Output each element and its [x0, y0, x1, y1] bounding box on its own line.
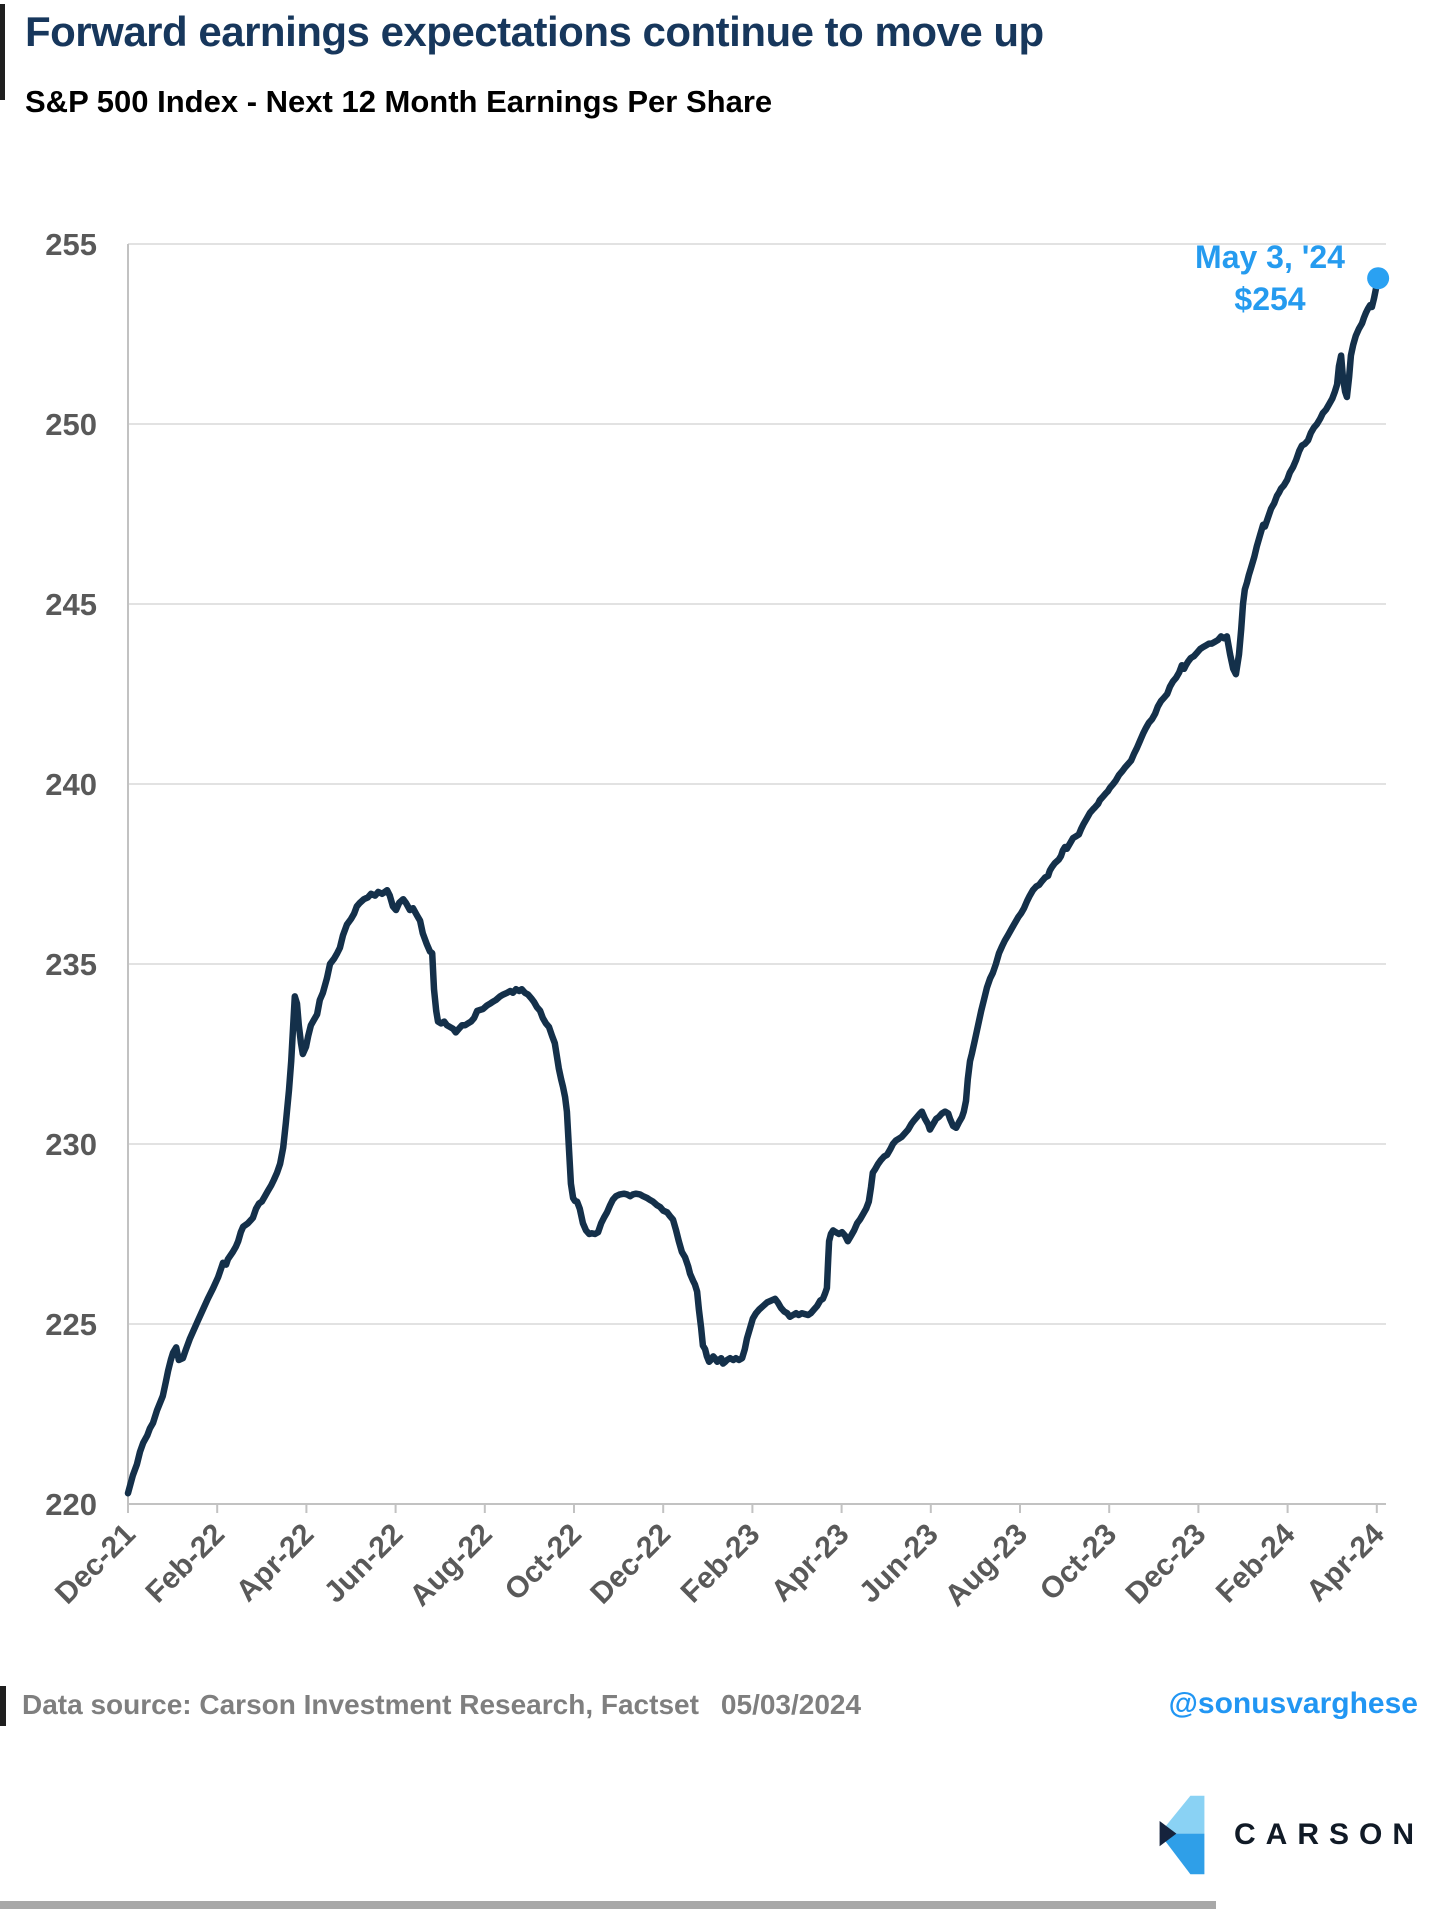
carson-logo-text: CARSON [1233, 1818, 1424, 1851]
x-tick-label-Oct-23: Oct-23 [1034, 1518, 1123, 1607]
bottom-gray-strip [0, 1901, 1216, 1909]
x-tick-label-Aug-23: Aug-23 [939, 1518, 1034, 1613]
annotation-date: May 3, '24 [1195, 239, 1345, 275]
x-tick-label-Feb-22: Feb-22 [139, 1518, 231, 1610]
x-tick-label-Oct-22: Oct-22 [499, 1518, 588, 1607]
endpoint-annotation: May 3, '24 $254 [1195, 239, 1345, 317]
x-tick-label-Dec-23: Dec-23 [1119, 1518, 1212, 1611]
data-source-date: 05/03/2024 [720, 1689, 862, 1720]
chart-subtitle: S&P 500 Index - Next 12 Month Earnings P… [25, 84, 773, 119]
y-gridlines [128, 243, 1386, 1505]
author-handle: @sonusvarghese [1168, 1687, 1418, 1720]
y-tick-label-255: 255 [45, 227, 97, 262]
title-accent-bar [0, 4, 5, 100]
data-source-text: Data source: Carson Investment Research,… [22, 1689, 699, 1720]
x-tick-label-Feb-24: Feb-24 [1210, 1517, 1302, 1609]
x-tick-label-Dec-22: Dec-22 [584, 1518, 677, 1611]
x-tick-label-Apr-23: Apr-23 [765, 1518, 856, 1609]
x-tick-label-Apr-24: Apr-24 [1300, 1517, 1391, 1608]
y-tick-label-245: 245 [45, 587, 97, 622]
annotation-value: $254 [1234, 281, 1305, 317]
page-title: Forward earnings expectations continue t… [25, 8, 1044, 55]
y-tick-label-250: 250 [45, 407, 97, 442]
x-tick-label-Jun-22: Jun-22 [318, 1518, 410, 1610]
x-tick-label-Aug-22: Aug-22 [404, 1518, 499, 1613]
data-source-note: Data source: Carson Investment Research,… [22, 1689, 1422, 1721]
footer-accent-bar [0, 1686, 6, 1726]
x-tick-label-Jun-23: Jun-23 [853, 1518, 945, 1610]
y-tick-label-225: 225 [45, 1307, 97, 1342]
y-tick-label-220: 220 [45, 1487, 97, 1522]
y-tick-label-230: 230 [45, 1127, 97, 1162]
x-tick-label-Dec-21: Dec-21 [49, 1518, 142, 1611]
y-tick-label-240: 240 [45, 767, 97, 802]
carson-chevron-icon [1159, 1795, 1205, 1875]
eps-series-line [124, 274, 1382, 1497]
x-tick-label-Apr-22: Apr-22 [230, 1518, 321, 1609]
x-ticks [127, 1504, 1378, 1513]
y-axis-labels: 220 225 230 235 240 245 250 255 [45, 227, 97, 1522]
y-tick-label-235: 235 [45, 947, 97, 982]
x-tick-label-Feb-23: Feb-23 [675, 1518, 767, 1610]
endpoint-dot [1367, 267, 1390, 290]
carson-logo: CARSON [1154, 1795, 1424, 1875]
